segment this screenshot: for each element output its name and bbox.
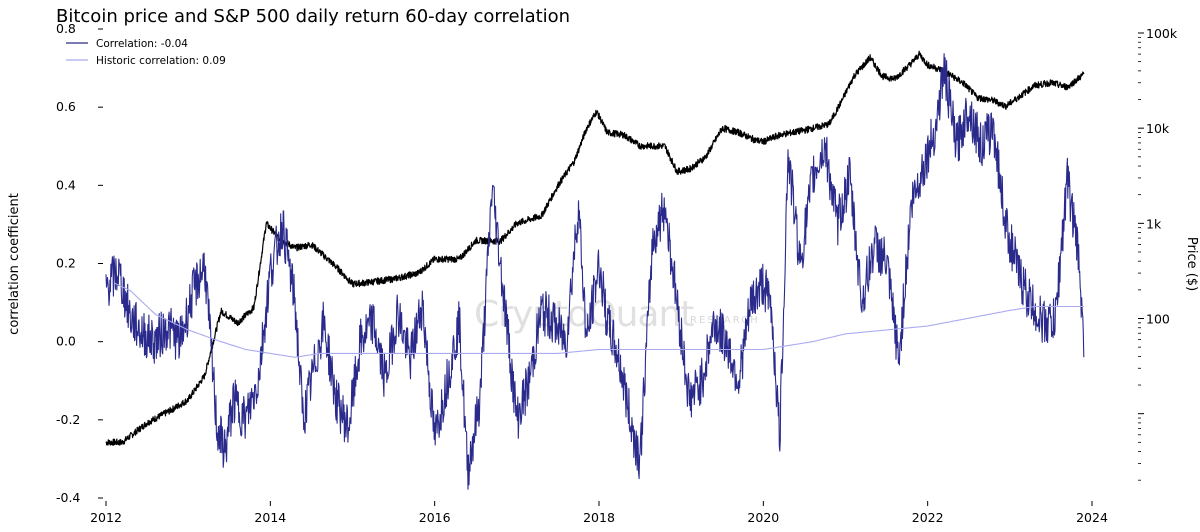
y-tick-label: -0.4 bbox=[56, 490, 80, 505]
series-correlation bbox=[105, 53, 1085, 490]
x-tick-label: 2016 bbox=[419, 510, 451, 525]
legend-label-correlation: Correlation: -0.04 bbox=[96, 38, 188, 50]
y2-axis-label: Price ($) bbox=[1184, 237, 1199, 291]
x-tick-label: 2014 bbox=[254, 510, 286, 525]
legend: Correlation: -0.04 Historic correlation:… bbox=[66, 38, 226, 67]
y-tick-label: 0.6 bbox=[56, 99, 76, 114]
y2-tick-label: 1k bbox=[1146, 216, 1162, 231]
x-tick-label: 2018 bbox=[583, 510, 615, 525]
y2-tick-label: 100 bbox=[1146, 312, 1170, 327]
series-historic-correlation bbox=[113, 282, 1084, 358]
chart-title: Bitcoin price and S&P 500 daily return 6… bbox=[56, 6, 570, 27]
x-tick-label: 2012 bbox=[90, 510, 122, 525]
x-tick-label: 2024 bbox=[1076, 510, 1108, 525]
x-tick-label: 2022 bbox=[912, 510, 944, 525]
y-tick-label: 0.2 bbox=[56, 256, 76, 271]
series-bitcoin-price bbox=[105, 50, 1085, 446]
legend-label-historic: Historic correlation: 0.09 bbox=[96, 55, 226, 67]
y2-tick-label: 10k bbox=[1146, 121, 1170, 136]
y2-tick-label: 100k bbox=[1146, 26, 1178, 41]
y-tick-label: 0.8 bbox=[56, 21, 76, 36]
y-tick-label: 0.0 bbox=[56, 334, 76, 349]
y-axis-label: correlation coefficient bbox=[7, 193, 22, 335]
y-tick-label: 0.4 bbox=[56, 177, 76, 192]
y-tick-label: -0.2 bbox=[56, 412, 80, 427]
x-tick-label: 2020 bbox=[747, 510, 779, 525]
